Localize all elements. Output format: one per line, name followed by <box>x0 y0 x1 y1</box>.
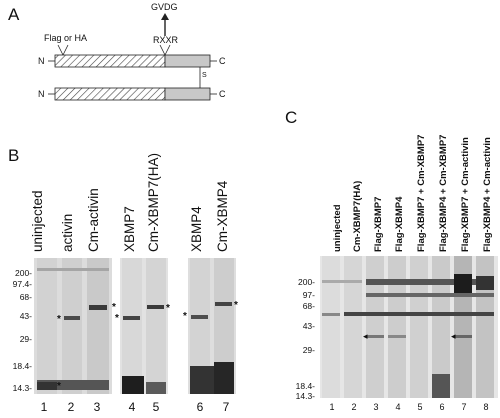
lane-label-b7: Cm-XBMP4 <box>215 180 230 252</box>
marker-b-29: 29- <box>19 334 32 344</box>
cleavage-pointer <box>159 44 166 56</box>
c-terminus-bottom: C <box>219 89 226 99</box>
marker-c-97: 97- <box>302 290 315 300</box>
lane-number-c8: 8 <box>483 402 489 412</box>
lane-number-c4: 4 <box>395 402 401 412</box>
mature-domain-bar-bottom <box>164 87 211 101</box>
lane-number-c7: 7 <box>461 402 467 412</box>
lane-label-b1: uninjected <box>30 190 45 252</box>
marker-b-97: 97.4- <box>12 279 32 289</box>
lane-label-c4: Flag-XBMP4 <box>394 196 405 252</box>
marker-b-68: 68- <box>19 292 32 302</box>
lane-label-b6: XBMP4 <box>189 206 204 252</box>
n-terminus-top: N <box>38 56 45 66</box>
lane-label-b4: XBMP7 <box>122 206 137 252</box>
gel-c <box>320 256 498 398</box>
lane-label-c5: Flag-XBMP7 + Cm-XBMP7 <box>416 134 427 252</box>
lane-number-b4: 4 <box>128 400 136 414</box>
band-star-b7: * <box>234 300 238 311</box>
lane-number-b3: 3 <box>93 400 101 414</box>
lane-number-c1: 1 <box>329 402 335 412</box>
band-star-b2-low: * <box>57 381 61 392</box>
lane-number-b1: 1 <box>40 400 48 414</box>
lane-number-c3: 3 <box>373 402 379 412</box>
panel-c-letter: C <box>285 108 298 127</box>
gel-b-lanes-1-3 <box>34 258 112 394</box>
lane-label-c2: Cm-XBMP7(HA) <box>352 180 363 252</box>
site-label: RXXR <box>153 35 179 45</box>
marker-b-43: 43- <box>19 311 32 321</box>
lane-label-c3: Flag-XBMP7 <box>373 196 384 252</box>
band-star-b3: * <box>112 302 116 313</box>
disulfide-label: S <box>202 72 207 79</box>
lane-number-c5: 5 <box>417 402 423 412</box>
lane-label-b3: Cm-activin <box>86 188 101 252</box>
marker-c-18: 18.4- <box>295 381 315 391</box>
tag-pointer <box>57 44 64 56</box>
lane-label-c7: Flag-XBMP7 + Cm-activin <box>460 137 471 252</box>
lane-number-b2: 2 <box>67 400 75 414</box>
marker-b-14: 14.3- <box>12 383 32 393</box>
n-terminus-bottom: N <box>38 89 45 99</box>
marker-c-43: 43- <box>302 321 315 331</box>
lane-number-c2: 2 <box>351 402 357 412</box>
marker-b-200: 200- <box>14 268 32 278</box>
c-terminus-top: C <box>219 56 226 66</box>
tag-label: Flag or HA <box>44 33 88 43</box>
gel-b-lanes-4-5 <box>120 258 168 394</box>
band-star-b4: * <box>115 313 119 324</box>
panel-b-letter: B <box>8 146 20 165</box>
lane-label-c1: uninjected <box>332 204 343 252</box>
lane-label-c8: Flag-XBMP4 + Cm-activin <box>482 137 493 252</box>
marker-c-29: 29- <box>302 345 315 355</box>
lane-number-b5: 5 <box>152 400 160 414</box>
band-arrow-c7: ◂ <box>451 331 456 341</box>
lane-number-b6: 6 <box>196 400 204 414</box>
lane-label-b5: Cm-XBMP7(HA) <box>146 152 161 252</box>
lane-number-c6: 6 <box>439 402 445 412</box>
prodomain-bar-top <box>54 54 166 68</box>
lane-label-b2: activin <box>60 213 75 252</box>
lane-label-c6: Flag-XBMP4 + Cm-XBMP7 <box>438 134 449 252</box>
lane-number-b7: 7 <box>222 400 230 414</box>
product-label: GVDG <box>151 2 178 12</box>
marker-c-200: 200- <box>297 277 315 287</box>
marker-c-14: 14.3- <box>295 391 315 401</box>
band-arrow-c3: ◂ <box>363 331 368 341</box>
band-star-b6: * <box>183 311 187 322</box>
gel-b-lanes-6-7 <box>188 258 236 394</box>
mature-domain-bar-top <box>164 54 211 68</box>
construct-diagram <box>48 13 217 101</box>
prodomain-bar-bottom <box>54 87 166 101</box>
band-star-b2: * <box>57 314 61 325</box>
marker-b-18: 18.4- <box>12 361 32 371</box>
marker-c-68: 68- <box>302 301 315 311</box>
panel-a-letter: A <box>8 5 20 24</box>
band-star-b5: * <box>166 303 170 314</box>
